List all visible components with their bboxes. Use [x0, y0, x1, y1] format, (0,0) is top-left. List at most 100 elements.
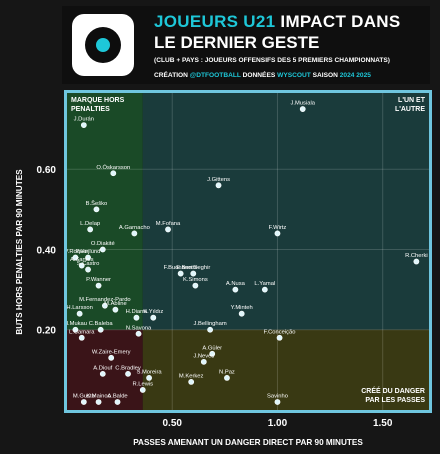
data-point	[87, 226, 94, 233]
point-label: A.Güler	[202, 345, 222, 351]
point-label: C.Baleba	[89, 321, 114, 327]
point-label: J.Gittens	[207, 177, 230, 183]
data-point	[99, 246, 106, 253]
credits-line: CRÉATION @DTFOOTBALL DONNÉES WYSCOUT SAI…	[154, 72, 371, 79]
data-point	[114, 399, 121, 405]
point-label: K.Mainoo	[86, 393, 111, 399]
point-label: E.Ben Seghir	[176, 265, 210, 271]
point-label: Savinho	[267, 393, 288, 399]
data-point	[80, 122, 87, 129]
point-label: J.Durán	[74, 117, 94, 123]
point-label: F.Wirtz	[269, 225, 287, 231]
data-point	[125, 370, 131, 377]
x-tick-label: 1.50	[373, 418, 393, 429]
point-label: H.Larsson	[66, 305, 92, 311]
point-label: C.Bradley	[115, 365, 141, 371]
data-point	[146, 374, 152, 381]
quadrant-bottom-right	[142, 329, 429, 410]
data-point	[165, 226, 171, 233]
data-point	[78, 334, 85, 341]
quadrant-label-bottom-right: PAR LES PASSES	[365, 397, 425, 404]
logo-core-icon	[96, 38, 110, 52]
point-label: A.Garnacho	[119, 225, 150, 231]
point-label: J.Bellingham	[194, 321, 227, 327]
quadrant-top-right	[142, 93, 429, 330]
data-point	[209, 350, 216, 357]
data-point	[261, 286, 268, 293]
credits-data-label: DONNÉES	[242, 72, 276, 79]
data-point	[72, 326, 79, 333]
quadrant-label-top-left: MARQUE HORS	[71, 97, 125, 104]
point-label: A.Nusa	[226, 281, 246, 287]
data-point	[131, 230, 138, 237]
data-point	[274, 399, 281, 405]
title-line-2: LE DERNIER GESTE	[154, 33, 320, 52]
data-point	[112, 306, 119, 313]
y-axis-label: BUTS HORS PENALTIES PAR 90 MINUTES	[15, 169, 24, 335]
quadrant-bottom-left	[67, 329, 143, 410]
data-point	[108, 354, 115, 361]
point-label: A.Santos	[70, 257, 94, 263]
quadrant-label-top-left: PENALTIES	[71, 106, 110, 113]
point-label: O.Óskarsson	[96, 164, 130, 171]
credits-data-source: WYSCOUT	[277, 72, 311, 79]
point-label: M.Kerkez	[179, 373, 204, 379]
point-label: S.Moreira	[137, 369, 163, 375]
data-point	[139, 387, 146, 393]
point-label: R.Lewis	[132, 381, 153, 387]
data-point	[413, 258, 420, 265]
data-point	[299, 106, 306, 112]
point-label: M.Abline	[104, 301, 127, 307]
point-label: M.Gusto	[73, 393, 95, 399]
data-point	[99, 370, 106, 377]
point-label: Y.Minteh	[231, 305, 253, 311]
credits-season: 2024 2025	[339, 72, 371, 79]
point-label: L.Camara	[69, 329, 95, 335]
data-point	[190, 270, 197, 277]
point-label: O.Diakité	[91, 241, 115, 247]
data-point	[177, 270, 184, 277]
quadrant-label-top-right: L'AUTRE	[395, 106, 425, 113]
data-point	[78, 262, 85, 269]
point-label: P.Højlund	[76, 249, 101, 255]
brand-logo	[72, 14, 134, 76]
point-label: M.Fernandez-Pardo	[79, 297, 131, 303]
point-label: K.Simons	[183, 277, 208, 283]
point-label: F.Conceição	[264, 329, 296, 335]
plot-frame	[64, 90, 432, 413]
title-line-1: JOUEURS U21 IMPACT DANS	[154, 12, 401, 32]
point-label: P.Wanner	[86, 277, 111, 283]
data-point	[80, 399, 87, 405]
data-point	[97, 326, 104, 333]
quadrant-label-bottom-right: CRÉÉ DU DANGER	[361, 386, 425, 395]
point-label: A.Diouf	[93, 365, 112, 371]
data-point	[224, 374, 230, 381]
data-point	[76, 310, 83, 317]
x-axis-label: PASSES AMENANT UN DANGER DIRECT PAR 90 M…	[133, 438, 363, 447]
data-point	[150, 314, 157, 321]
y-tick-label: 0.20	[37, 326, 57, 337]
data-point	[200, 358, 207, 365]
point-label: V.Roque	[64, 249, 86, 255]
logo-ring-icon	[85, 27, 121, 63]
data-point	[85, 254, 91, 261]
y-tick-label: 0.40	[37, 245, 57, 256]
credits-label: CRÉATION	[154, 72, 188, 79]
data-point	[238, 310, 245, 317]
point-label: K.Yıldız	[143, 309, 163, 315]
quadrant-label-top-right: L'UN ET	[398, 97, 426, 104]
data-point	[215, 182, 222, 189]
point-label: F.Buonanotte	[164, 265, 198, 271]
data-point	[85, 266, 91, 273]
data-point	[192, 282, 199, 289]
data-point	[93, 206, 100, 213]
data-point	[101, 302, 108, 309]
point-label: N.Paz	[219, 369, 235, 375]
data-point	[276, 334, 283, 341]
point-label: J.Musiala	[290, 101, 315, 107]
data-point	[232, 286, 239, 293]
point-label: N.Savona	[126, 325, 152, 331]
point-label: R.Cherki	[405, 253, 428, 259]
data-point	[72, 254, 79, 261]
title-rest: IMPACT DANS	[275, 12, 401, 31]
